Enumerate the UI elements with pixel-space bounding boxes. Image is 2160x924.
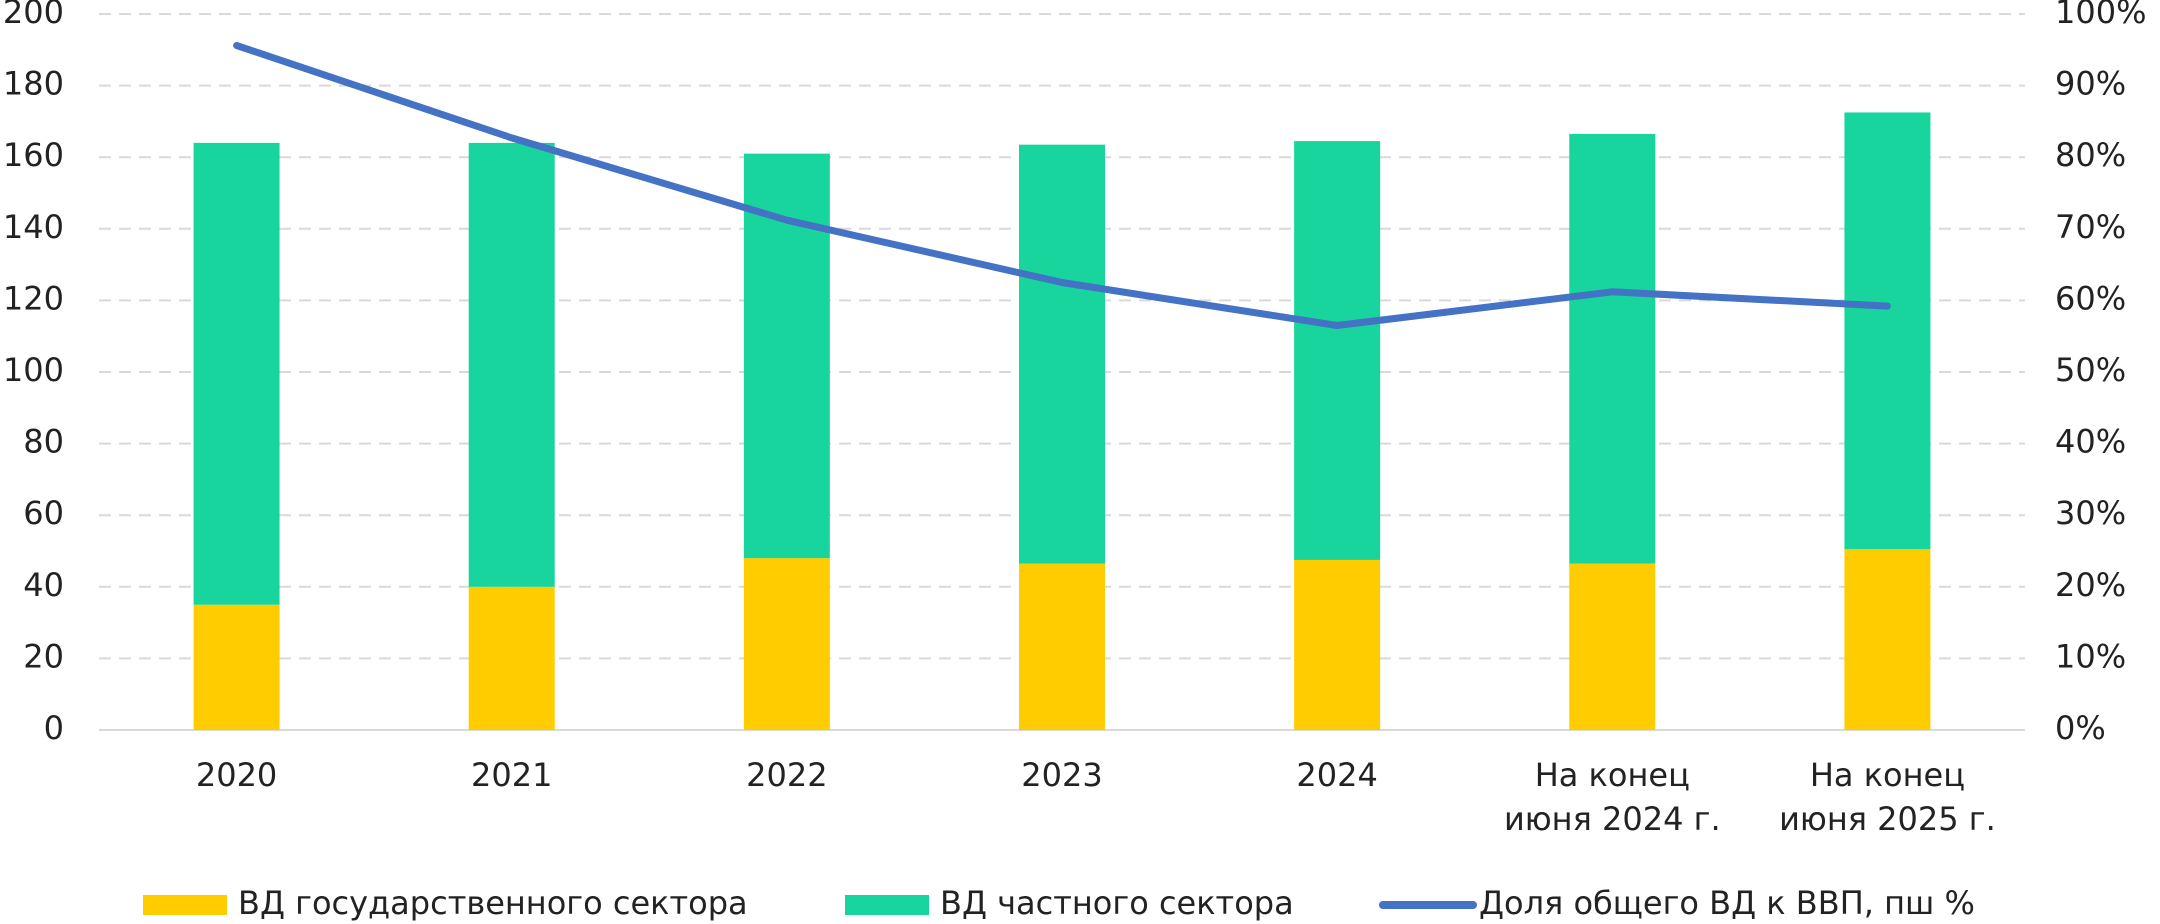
legend-swatch [143, 895, 227, 915]
x-tick-label: 2020 [196, 756, 277, 794]
x-tick-label: На конец июня 2024 г. [1504, 756, 1721, 838]
y2-tick-label: 10% [2055, 637, 2126, 675]
bar [1569, 133, 1656, 564]
legend-swatch [845, 895, 929, 915]
x-tick-label-line: На конец [1810, 756, 1965, 794]
x-tick-label-line: июня 2025 г. [1779, 800, 1996, 838]
y2-tick-label: 100% [2055, 0, 2146, 31]
bar [1844, 549, 1931, 730]
y-tick-label: 120 [3, 279, 64, 317]
y-tick-label: 20 [23, 637, 64, 675]
bar [468, 142, 555, 587]
y-tick-label: 200 [3, 0, 64, 31]
y-tick-label: 160 [3, 136, 64, 174]
bar [468, 586, 555, 730]
y2-tick-label: 70% [2055, 208, 2126, 246]
y2-tick-label: 20% [2055, 566, 2126, 604]
y2-tick-label: 0% [2055, 709, 2106, 747]
x-tick-label-line: На конец [1535, 756, 1690, 794]
y2-tick-label: 80% [2055, 136, 2126, 174]
x-tick-label: На конец июня 2025 г. [1779, 756, 1996, 838]
y-tick-label: 80 [23, 423, 64, 461]
y-tick-label: 0 [44, 709, 64, 747]
y-tick-label: 60 [23, 494, 64, 532]
y-tick-label: 180 [3, 65, 64, 103]
bar [743, 558, 830, 730]
y2-tick-label: 60% [2055, 279, 2126, 317]
legend-label: ВД частного сектора [940, 884, 1294, 922]
bar [1294, 141, 1381, 560]
y2-tick-label: 90% [2055, 65, 2126, 103]
bar [193, 142, 280, 605]
x-tick-label: 2024 [1296, 756, 1377, 794]
y-tick-label: 40 [23, 566, 64, 604]
y2-tick-label: 50% [2055, 351, 2126, 389]
x-tick-label: 2022 [746, 756, 827, 794]
bar [193, 604, 280, 730]
bar [1019, 563, 1105, 730]
y2-tick-label: 30% [2055, 494, 2126, 532]
line [233, 42, 1891, 329]
bar [1569, 563, 1656, 730]
legend-label: Доля общего ВД к ВВП, пш % [1479, 884, 1975, 922]
bar [1294, 559, 1381, 730]
x-tick-label: 2023 [1021, 756, 1102, 794]
y-tick-label: 140 [3, 208, 64, 246]
legend-label: ВД государственного сектора [238, 884, 748, 922]
bar [1844, 112, 1931, 550]
y2-tick-label: 40% [2055, 423, 2126, 461]
x-tick-label: 2021 [471, 756, 552, 794]
y-tick-label: 100 [3, 351, 64, 389]
x-tick-label-line: июня 2024 г. [1504, 800, 1721, 838]
bar [1019, 144, 1105, 564]
